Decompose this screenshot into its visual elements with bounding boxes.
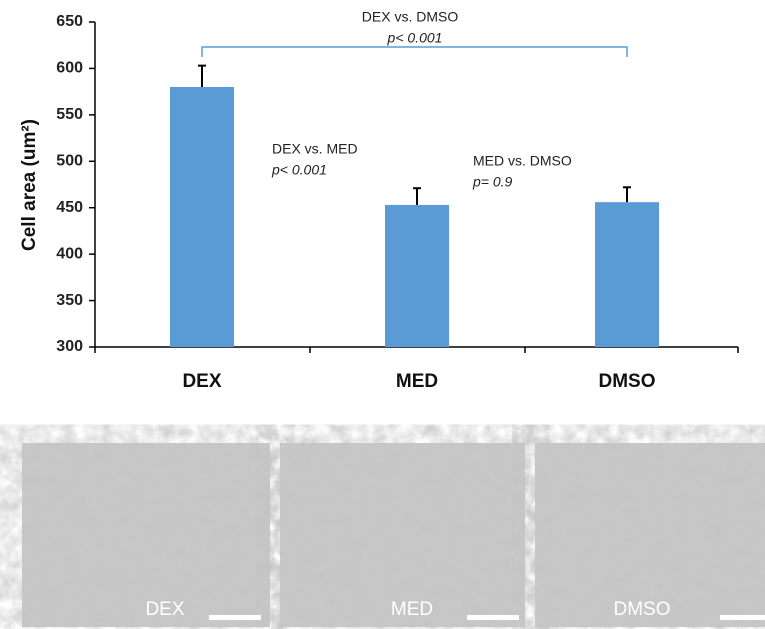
scale-bar xyxy=(467,615,519,620)
x-tick-label: MED xyxy=(396,371,438,392)
y-tick-label: 400 xyxy=(56,245,83,262)
annotation-label: MED vs. DMSO xyxy=(473,153,572,169)
scale-bar xyxy=(720,615,765,620)
y-tick-label: 650 xyxy=(56,13,83,30)
y-tick-label: 450 xyxy=(56,199,83,216)
annotation-p: p< 0.001 xyxy=(387,30,443,46)
y-tick-label: 550 xyxy=(56,106,83,123)
scale-bar xyxy=(209,615,261,620)
significance-bracket xyxy=(202,47,627,57)
bar xyxy=(385,205,449,347)
annotation-p: p= 0.9 xyxy=(472,174,513,190)
photo-label: DEX xyxy=(145,599,184,620)
y-tick-label: 350 xyxy=(56,292,83,309)
x-tick-label: DMSO xyxy=(599,371,656,392)
bar xyxy=(170,87,234,347)
annotation-label: DEX vs. MED xyxy=(272,141,358,157)
annotation-p: p< 0.001 xyxy=(271,162,327,178)
bar xyxy=(595,202,659,347)
photo-label: DMSO xyxy=(614,599,671,620)
y-tick-label: 600 xyxy=(56,60,83,77)
y-axis-label: Cell area (um²) xyxy=(19,119,40,251)
figure: Cell area (um²) 300 350 400 450 500 550 600 650… xyxy=(0,0,765,629)
x-tick-label: DEX xyxy=(182,371,221,392)
y-tick-label: 300 xyxy=(56,338,83,355)
y-tick-label: 500 xyxy=(56,153,83,170)
annotation-label: DEX vs. DMSO xyxy=(362,9,459,25)
photo-label: MED xyxy=(391,599,433,620)
